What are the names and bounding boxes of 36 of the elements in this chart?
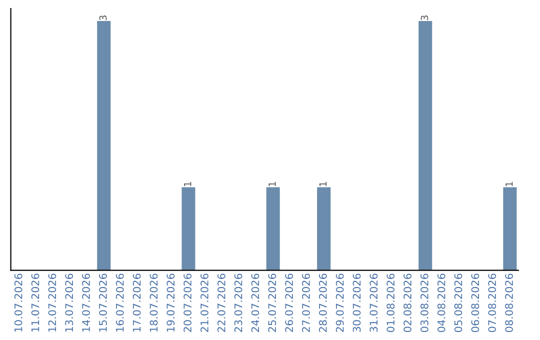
- x-tick-label: 23.07.2026: [234, 274, 242, 332]
- x-tick-label: 28.07.2026: [318, 274, 327, 332]
- x-tick-label: 12.07.2026: [48, 274, 56, 332]
- x-tick-label: 04.08.2026: [437, 274, 446, 332]
- x-tick-label: 03.08.2026: [420, 274, 428, 332]
- data-label: 1: [506, 182, 513, 186]
- x-tick-label: 10.07.2026: [14, 274, 22, 332]
- x-tick-label: 27.07.2026: [302, 274, 310, 332]
- x-tick-label: 07.08.2026: [488, 274, 496, 332]
- x-tick-label: 08.08.2026: [505, 274, 513, 332]
- data-label: 3: [420, 16, 428, 20]
- x-tick-label: 18.07.2026: [150, 274, 158, 332]
- data-label: 3: [99, 16, 107, 20]
- x-tick-label: 22.07.2026: [217, 274, 226, 332]
- data-label: 1: [268, 182, 276, 186]
- x-tick-label: 02.08.2026: [404, 274, 412, 332]
- x-tick-label: 13.07.2026: [65, 274, 74, 332]
- x-tick-label: 29.07.2026: [336, 274, 344, 332]
- x-tick-label: 05.08.2026: [454, 274, 462, 332]
- x-tick-label: 11.07.2026: [31, 274, 40, 332]
- x-tick-label: 31.07.2026: [370, 274, 378, 332]
- x-tick-label: 14.07.2026: [82, 274, 90, 332]
- x-tick-label: 17.07.2026: [132, 274, 141, 332]
- x-tick-label: 06.08.2026: [471, 274, 480, 332]
- x-tick-label: 21.07.2026: [200, 274, 208, 332]
- x-tick-label: 15.07.2026: [99, 274, 107, 332]
- data-label: 1: [184, 182, 192, 186]
- x-tick-label: 25.07.2026: [268, 274, 276, 332]
- x-tick-label: 20.07.2026: [184, 274, 192, 332]
- x-tick-label: 26.07.2026: [285, 274, 293, 332]
- x-tick-label: 01.08.2026: [386, 274, 395, 332]
- x-tick-label: 16.07.2026: [116, 274, 124, 332]
- x-tick-label: 19.07.2026: [166, 274, 175, 332]
- x-tick-label: 24.07.2026: [251, 274, 260, 332]
- x-tick-label: 30.07.2026: [352, 274, 361, 332]
- data-label: 1: [319, 182, 327, 186]
